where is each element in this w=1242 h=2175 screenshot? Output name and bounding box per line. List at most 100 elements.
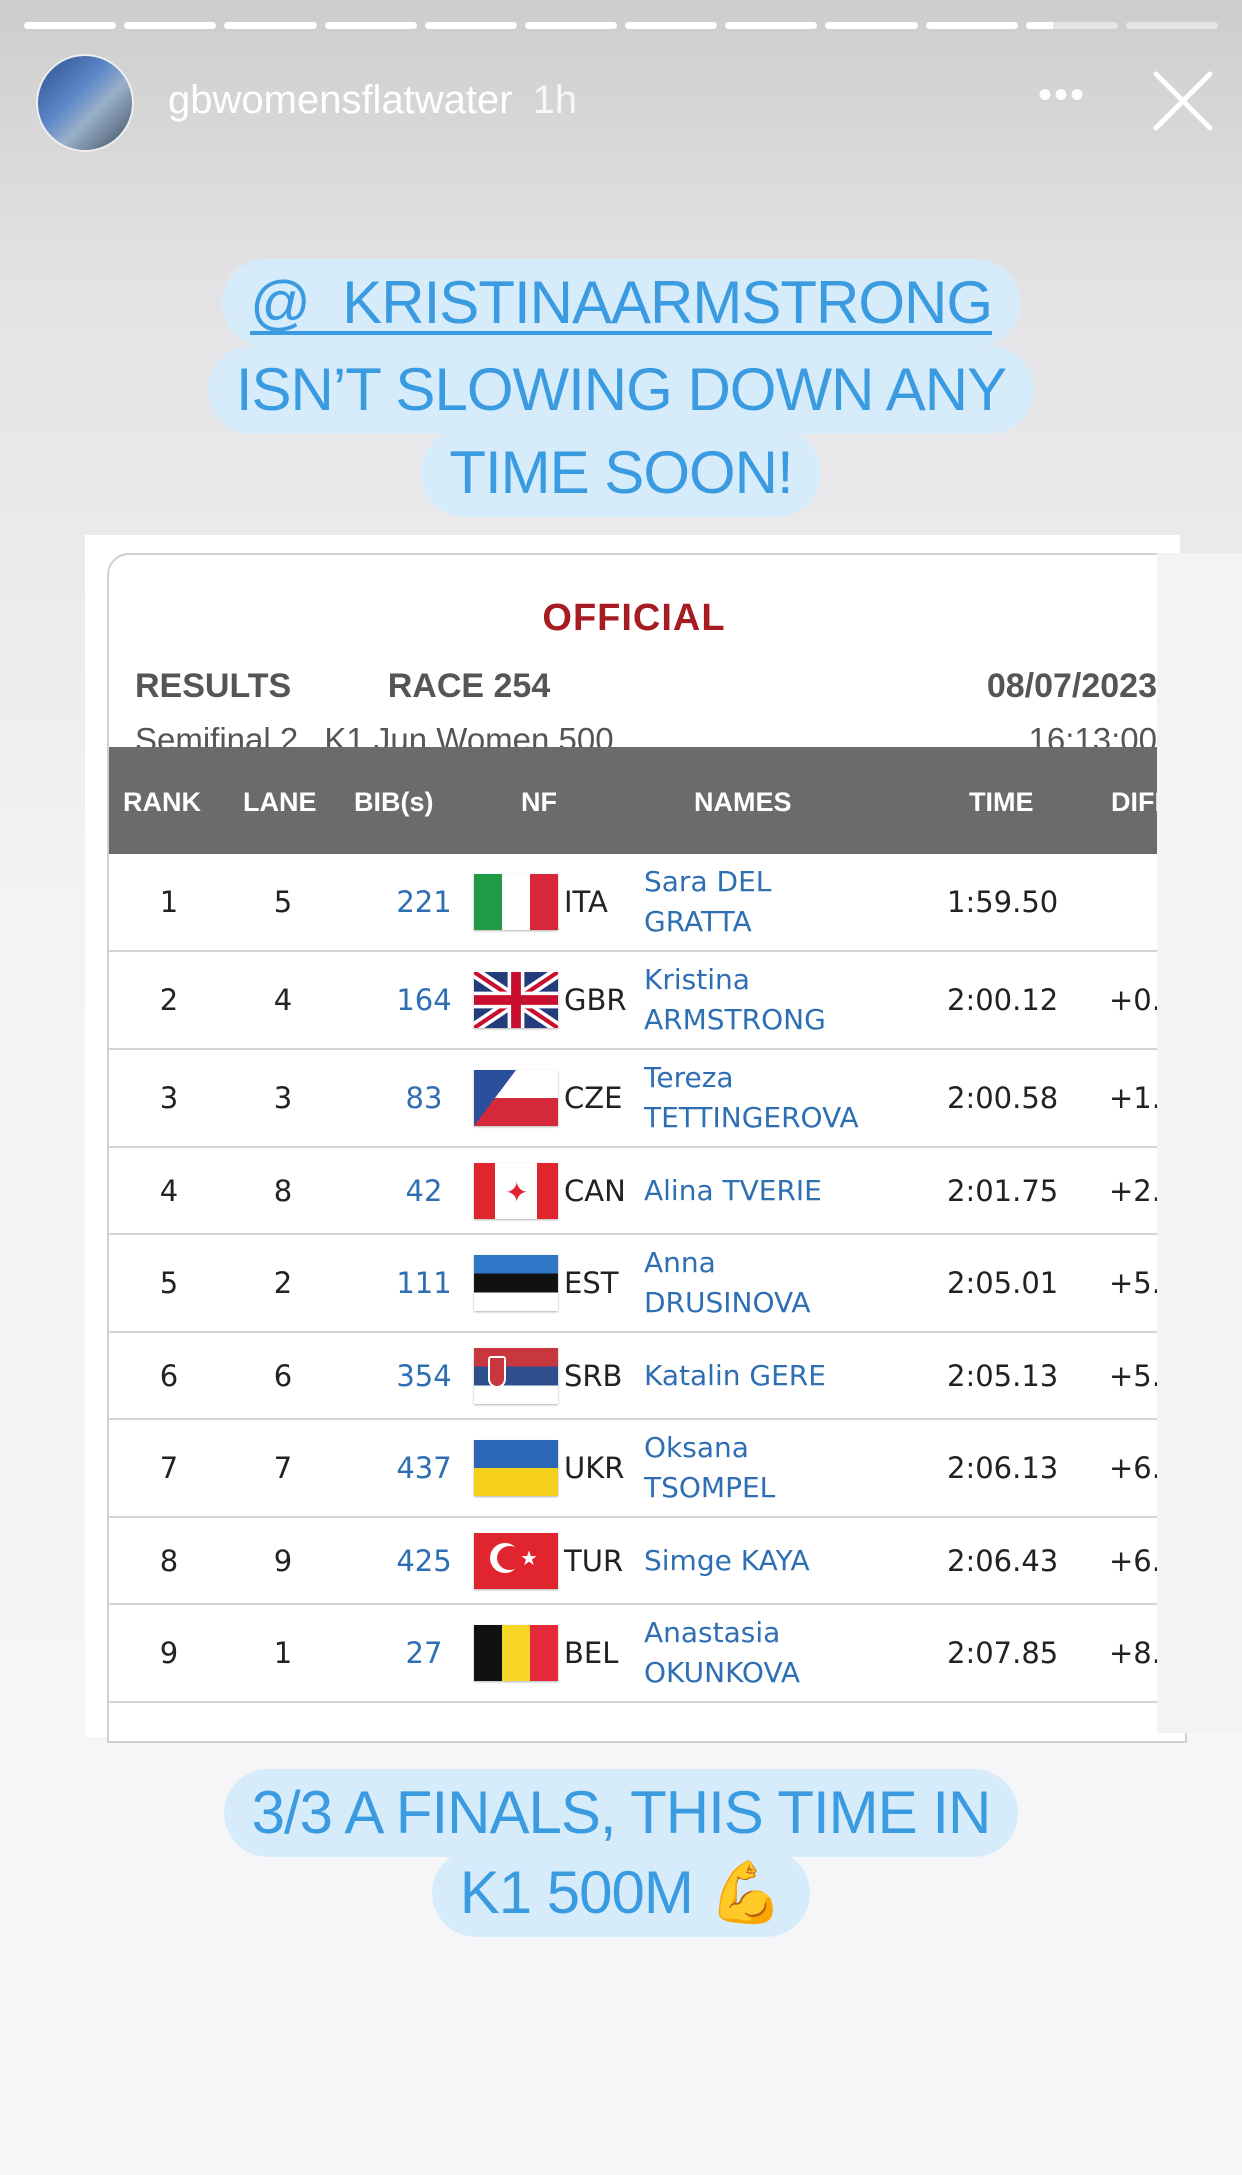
table-row: 5 2 111 EST Anna DRUSINOVA 2:05.01 +5.51 bbox=[109, 1235, 1159, 1333]
diff-cell: +0.62 bbox=[1109, 983, 1159, 1017]
username[interactable]: gbwomensflatwater bbox=[168, 78, 513, 122]
time-cell: 2:06.13 bbox=[947, 1451, 1059, 1485]
caption-top-line2: ISN’T SLOWING DOWN ANY bbox=[0, 346, 1242, 434]
athlete-name-line[interactable]: GRATTA bbox=[644, 905, 752, 938]
time-cell: 2:00.12 bbox=[947, 983, 1059, 1017]
athlete-name-line[interactable]: Anna bbox=[644, 1246, 716, 1279]
table-row: 7 7 437 UKR Oksana TSOMPEL 2:06.13 +6.63 bbox=[109, 1420, 1159, 1518]
belgium-flag-icon bbox=[474, 1625, 558, 1681]
diff-cell: +8.35 bbox=[1109, 1636, 1159, 1670]
nf-cell: SRB bbox=[564, 1358, 623, 1393]
bib-link[interactable]: 221 bbox=[396, 885, 452, 919]
close-icon[interactable] bbox=[1150, 68, 1216, 134]
athlete-name-link[interactable]: Alina TVERIE bbox=[644, 1171, 822, 1211]
lane-cell: 2 bbox=[273, 1266, 293, 1300]
diff-cell: +5.51 bbox=[1109, 1266, 1159, 1300]
bib-link[interactable]: 83 bbox=[405, 1081, 443, 1115]
athlete-name-link[interactable]: Katalin GERE bbox=[644, 1356, 826, 1396]
athlete-name-line[interactable]: Oksana bbox=[644, 1431, 749, 1464]
athlete-name-line[interactable]: OKUNKOVA bbox=[644, 1656, 800, 1689]
athlete-name-line[interactable]: Sara DEL bbox=[644, 865, 772, 898]
col-nf: NF bbox=[521, 787, 557, 817]
athlete-name-link[interactable]: Oksana TSOMPEL bbox=[644, 1428, 775, 1508]
athlete-name-line[interactable]: ARMSTRONG bbox=[644, 1003, 826, 1036]
table-row: 4 8 42 ✦CAN Alina TVERIE 2:01.75 +2.25 bbox=[109, 1148, 1159, 1235]
table-row: 2 4 164 GBR Kristina ARMSTRONG 2:00.12 +0.62 bbox=[109, 952, 1159, 1050]
bib-link[interactable]: 27 bbox=[405, 1636, 443, 1670]
bib-link[interactable]: 111 bbox=[396, 1266, 452, 1300]
diff-cell: +2.25 bbox=[1109, 1173, 1159, 1208]
col-bib: BIB(s) bbox=[354, 787, 434, 817]
bib-link[interactable]: 42 bbox=[405, 1173, 443, 1208]
progress-segment bbox=[424, 22, 517, 29]
turkey-flag-icon: ★ bbox=[474, 1532, 558, 1589]
table-row: 1 5 221 ITA Sara DEL GRATTA 1:59.50 bbox=[109, 854, 1159, 952]
bib-link[interactable]: 164 bbox=[396, 983, 452, 1017]
progress-segment bbox=[124, 22, 217, 29]
time-cell: 2:05.01 bbox=[947, 1266, 1059, 1300]
athlete-name-line[interactable]: Simge KAYA bbox=[644, 1543, 810, 1577]
diff-cell: +1.08 bbox=[1109, 1081, 1159, 1115]
athlete-name-line[interactable]: Anastasia bbox=[644, 1616, 781, 1649]
bib-link[interactable]: 425 bbox=[396, 1543, 452, 1578]
rank-cell: 2 bbox=[159, 983, 179, 1017]
post-time: 1h bbox=[532, 78, 578, 122]
nf-cell: CZE bbox=[564, 1081, 623, 1115]
athlete-name-line[interactable]: Katalin GERE bbox=[644, 1358, 826, 1392]
bib-link[interactable]: 437 bbox=[396, 1451, 452, 1485]
athlete-name-link[interactable]: Simge KAYA bbox=[644, 1541, 810, 1581]
athlete-name-link[interactable]: Anna DRUSINOVA bbox=[644, 1243, 811, 1323]
ukraine-flag-icon bbox=[474, 1440, 558, 1496]
rank-cell: 1 bbox=[159, 885, 179, 919]
diff-cell: +6.93 bbox=[1109, 1543, 1159, 1578]
lane-cell: 8 bbox=[273, 1173, 293, 1208]
rank-cell: 6 bbox=[159, 1358, 179, 1393]
italy-flag-icon bbox=[474, 874, 558, 930]
nf-cell: GBR bbox=[564, 983, 627, 1017]
lane-cell: 3 bbox=[273, 1081, 293, 1115]
progress-segment bbox=[1025, 22, 1118, 29]
progress-segment bbox=[224, 22, 317, 29]
time-cell: 2:01.75 bbox=[947, 1173, 1059, 1208]
col-lane: LANE bbox=[243, 787, 317, 817]
nf-cell: CAN bbox=[564, 1173, 626, 1208]
athlete-name-link[interactable]: Sara DEL GRATTA bbox=[644, 862, 771, 942]
rank-cell: 3 bbox=[159, 1081, 179, 1115]
athlete-name-link[interactable]: Tereza TETTINGEROVA bbox=[644, 1058, 859, 1138]
progress-segment bbox=[625, 22, 718, 29]
results-sheet: OFFICIAL RESULTS RACE 254 08/07/2023 Sem… bbox=[107, 553, 1187, 1743]
nf-cell: TUR bbox=[564, 1543, 624, 1578]
rank-cell: 8 bbox=[159, 1543, 179, 1578]
profile-avatar[interactable] bbox=[36, 54, 134, 152]
flexed-biceps-emoji: 💪 bbox=[708, 1859, 784, 1926]
lane-cell: 9 bbox=[273, 1543, 293, 1578]
athlete-name-line[interactable]: Alina TVERIE bbox=[644, 1173, 822, 1207]
athlete-name-line[interactable]: Tereza bbox=[644, 1061, 734, 1094]
lane-cell: 6 bbox=[273, 1358, 293, 1393]
more-horizontal-icon[interactable]: ••• bbox=[1038, 73, 1087, 117]
results-title: RESULTS bbox=[135, 667, 292, 705]
bib-link[interactable]: 354 bbox=[396, 1358, 452, 1393]
results-table: 1 5 221 ITA Sara DEL GRATTA 1:59.50 2 4 164 GBR Kri… bbox=[109, 854, 1159, 1703]
athlete-name-line[interactable]: Kristina bbox=[644, 963, 750, 996]
athlete-name-link[interactable]: Kristina ARMSTRONG bbox=[644, 960, 826, 1040]
athlete-name-link[interactable]: Anastasia OKUNKOVA bbox=[644, 1613, 800, 1693]
czech-flag-icon bbox=[474, 1070, 558, 1126]
nf-cell: UKR bbox=[564, 1451, 625, 1485]
athlete-name-line[interactable]: TSOMPEL bbox=[644, 1471, 776, 1504]
mention-link[interactable]: @_KRISTINAARMSTRONG bbox=[250, 269, 993, 336]
athlete-name-line[interactable]: TETTINGEROVA bbox=[644, 1101, 859, 1134]
athlete-name-line[interactable]: DRUSINOVA bbox=[644, 1286, 811, 1319]
table-header: RANK LANE BIB(s) NF NAMES TIME DIFF bbox=[109, 747, 1171, 854]
table-row: 6 6 354 SRB Katalin GERE 2:05.13 +5.63 bbox=[109, 1333, 1159, 1420]
col-time: TIME bbox=[969, 787, 1034, 817]
story-progress-bar bbox=[24, 22, 1219, 29]
story-header: gbwomensflatwater 1h bbox=[168, 78, 577, 123]
rank-cell: 4 bbox=[159, 1173, 179, 1208]
lane-cell: 5 bbox=[273, 885, 293, 919]
lane-cell: 4 bbox=[273, 983, 293, 1017]
rank-cell: 7 bbox=[159, 1451, 179, 1485]
serbia-flag-icon bbox=[474, 1347, 558, 1404]
progress-segment bbox=[925, 22, 1018, 29]
progress-segment bbox=[324, 22, 417, 29]
